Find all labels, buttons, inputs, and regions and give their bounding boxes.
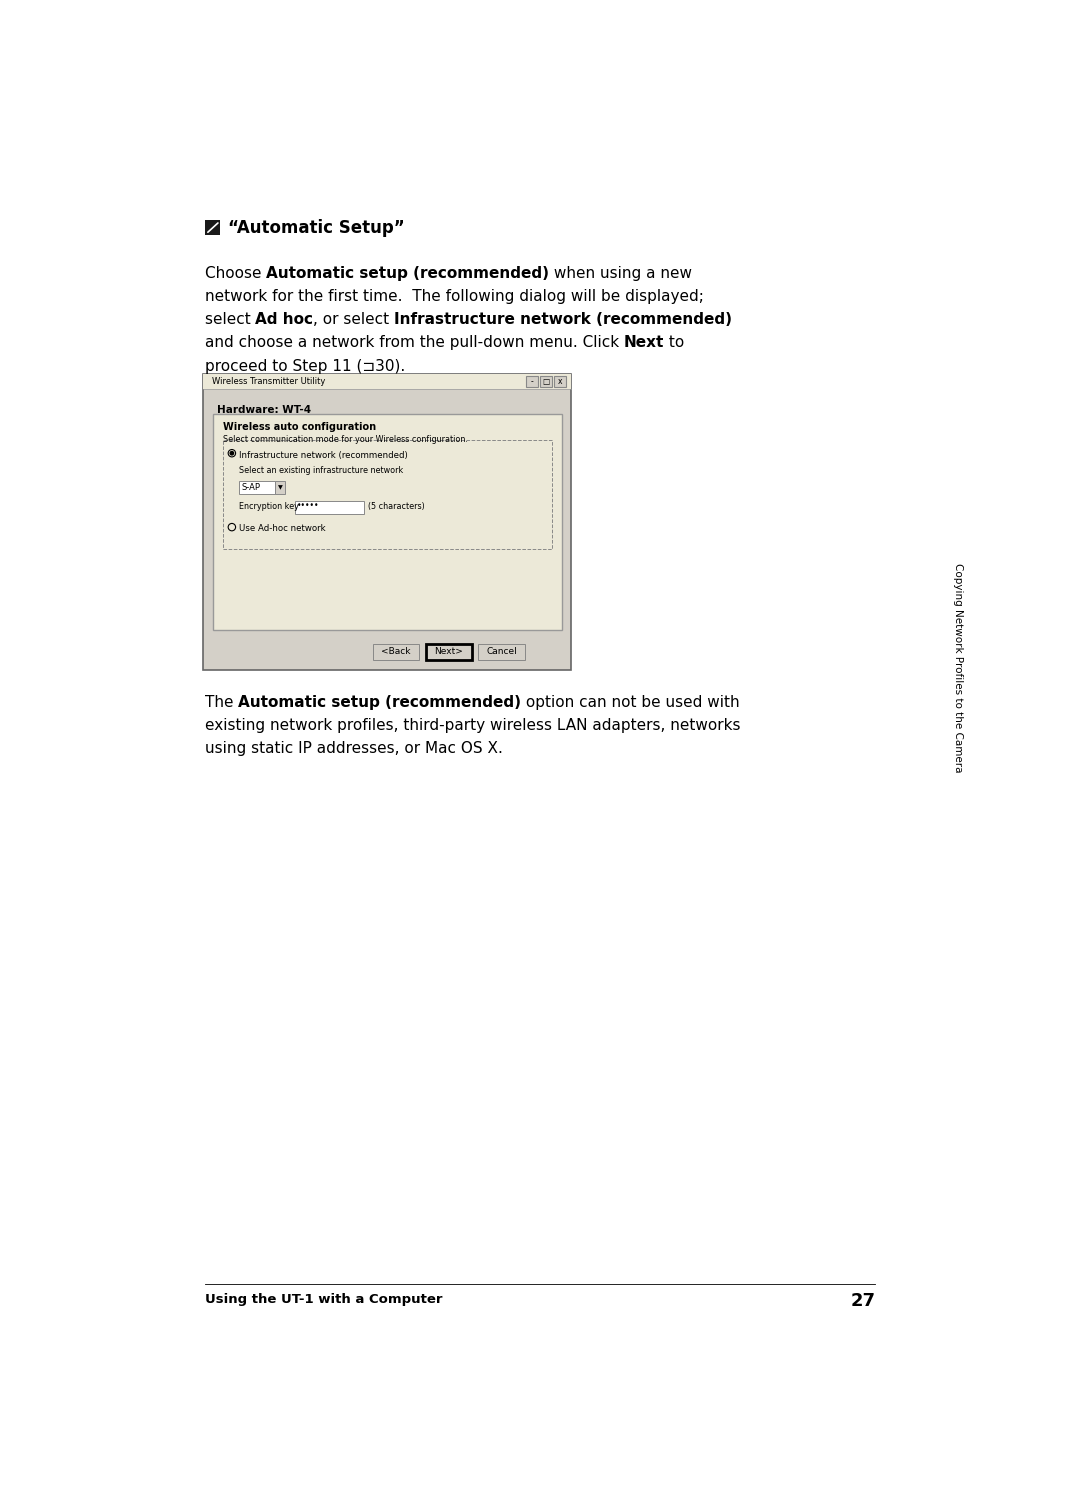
FancyBboxPatch shape	[222, 440, 552, 550]
FancyBboxPatch shape	[205, 220, 220, 235]
FancyBboxPatch shape	[526, 376, 538, 386]
Text: Hardware: WT-4: Hardware: WT-4	[217, 404, 311, 415]
Text: Ad hoc: Ad hoc	[255, 312, 313, 327]
Text: Infrastructure network (recommended): Infrastructure network (recommended)	[239, 450, 407, 459]
Text: and choose a network from the pull-down menu. Click: and choose a network from the pull-down …	[205, 336, 624, 351]
Text: Wireless auto configuration: Wireless auto configuration	[224, 422, 377, 431]
Circle shape	[230, 452, 233, 455]
FancyBboxPatch shape	[426, 643, 472, 660]
Text: network for the first time.  The following dialog will be displayed;: network for the first time. The followin…	[205, 290, 704, 305]
Text: The: The	[205, 695, 238, 710]
Text: using static IP addresses, or Mac OS X.: using static IP addresses, or Mac OS X.	[205, 742, 502, 756]
FancyBboxPatch shape	[540, 376, 552, 386]
FancyBboxPatch shape	[478, 643, 525, 660]
FancyBboxPatch shape	[554, 376, 566, 386]
Text: -: -	[530, 377, 534, 386]
Text: select: select	[205, 312, 255, 327]
FancyBboxPatch shape	[274, 481, 285, 493]
Text: Next>: Next>	[434, 648, 463, 657]
Text: when using a new: when using a new	[549, 266, 692, 281]
Text: “Automatic Setup”: “Automatic Setup”	[228, 218, 405, 236]
Text: option can not be used with: option can not be used with	[522, 695, 740, 710]
Text: Select an existing infrastructure network: Select an existing infrastructure networ…	[239, 465, 403, 474]
Text: Choose: Choose	[205, 266, 266, 281]
Text: (5 characters): (5 characters)	[368, 502, 426, 511]
Text: 27: 27	[850, 1291, 875, 1309]
Text: Encryption key: Encryption key	[239, 502, 299, 511]
FancyBboxPatch shape	[203, 374, 571, 670]
FancyBboxPatch shape	[213, 415, 562, 630]
Text: Next: Next	[624, 336, 664, 351]
Text: Use Ad-hoc network: Use Ad-hoc network	[239, 525, 325, 533]
Text: <Back: <Back	[381, 648, 410, 657]
Text: ▼: ▼	[278, 484, 282, 490]
Text: Automatic setup (recommended): Automatic setup (recommended)	[238, 695, 522, 710]
Text: existing network profiles, third-party wireless LAN adapters, networks: existing network profiles, third-party w…	[205, 718, 740, 733]
Text: S-AP: S-AP	[242, 483, 261, 492]
Text: proceed to Step 11 (⊐30).: proceed to Step 11 (⊐30).	[205, 358, 405, 373]
Text: Copying Network Profiles to the Camera: Copying Network Profiles to the Camera	[953, 563, 963, 773]
Text: Automatic setup (recommended): Automatic setup (recommended)	[266, 266, 549, 281]
FancyBboxPatch shape	[203, 374, 571, 389]
Text: Using the UT-1 with a Computer: Using the UT-1 with a Computer	[205, 1293, 442, 1306]
Text: Wireless Transmitter Utility: Wireless Transmitter Utility	[213, 377, 326, 386]
FancyBboxPatch shape	[373, 643, 419, 660]
FancyBboxPatch shape	[295, 501, 364, 514]
Text: x: x	[557, 377, 562, 386]
Text: □: □	[542, 377, 550, 386]
Text: , or select: , or select	[313, 312, 394, 327]
FancyBboxPatch shape	[239, 481, 274, 493]
Text: Infrastructure network (recommended): Infrastructure network (recommended)	[394, 312, 732, 327]
Text: •••••: •••••	[297, 501, 320, 510]
Text: Select communication mode for your Wireless configuration.: Select communication mode for your Wirel…	[224, 435, 469, 444]
Text: to: to	[664, 336, 685, 351]
Text: Cancel: Cancel	[486, 648, 517, 657]
